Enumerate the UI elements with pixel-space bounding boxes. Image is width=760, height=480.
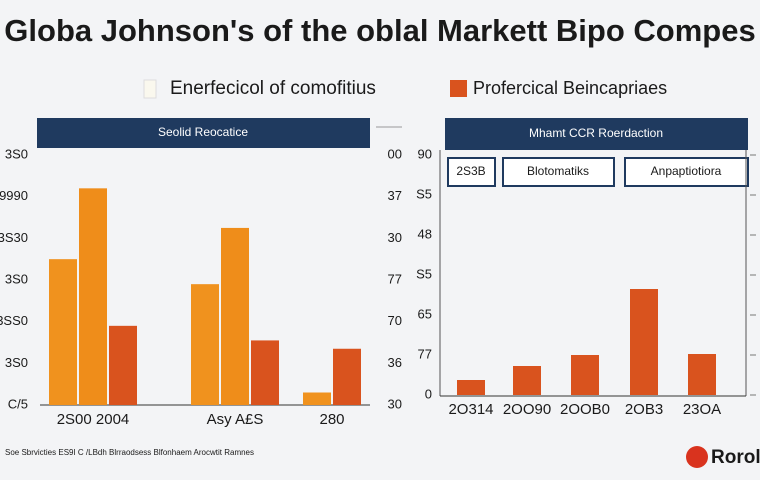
bar	[109, 325, 137, 405]
bar	[49, 259, 77, 405]
y-tick-label: 77	[418, 346, 432, 361]
x-tick-label: 2OOB0	[560, 401, 610, 418]
x-tick-label: Asy A£S	[207, 411, 264, 428]
bar	[333, 348, 361, 405]
y-tick-label: 90	[418, 146, 432, 161]
bar	[630, 289, 658, 395]
bar	[221, 227, 249, 405]
header-band	[445, 118, 748, 150]
logo-icon	[686, 446, 708, 468]
y2-tick-label: 30	[388, 396, 402, 411]
header-text: Seolid Reocatice	[158, 125, 248, 139]
header-text: Mhamt CCR Roerdaction	[529, 126, 663, 140]
x-tick-label: 280	[319, 411, 344, 428]
legend-text: Enerfecicol of comofitius	[170, 78, 376, 99]
bar	[303, 392, 331, 405]
y-tick-label: 3S0	[5, 355, 28, 370]
x-tick-label: 2O314	[448, 401, 493, 418]
x-tick-label: 2OB3	[625, 401, 663, 418]
y-tick-label: 9990	[0, 188, 28, 203]
x-tick-label: 2S00 2004	[57, 411, 130, 428]
bar	[513, 366, 541, 395]
bar	[251, 340, 279, 405]
y-tick-label: 3SS0	[0, 313, 28, 328]
y-tick-label: 3S0	[5, 271, 28, 286]
y2-tick-label: 36	[388, 355, 402, 370]
y-tick-label: 48	[418, 226, 432, 241]
tab[interactable]	[502, 157, 615, 187]
y-tick-label: 3S30	[0, 230, 28, 245]
tab-text[interactable]: Blotomatiks	[527, 164, 589, 178]
tab[interactable]	[624, 157, 749, 187]
y2-tick-label: 30	[388, 230, 402, 245]
title: Globa Johnson's of the oblal Markett Bip…	[4, 13, 755, 48]
legend-text: Profercical Beincapriaes	[473, 78, 667, 98]
legend-swatch	[143, 79, 157, 99]
footer: Soe Sbrvicties ES9I C /LBdh Blrraodsess …	[5, 448, 254, 457]
bar	[571, 355, 599, 395]
tab[interactable]	[447, 157, 496, 187]
y-tick-label: 0	[425, 386, 432, 401]
x-tick-label: 2OO90	[503, 401, 551, 418]
legend-swatch	[450, 80, 467, 97]
y2-tick-label: 37	[388, 188, 402, 203]
bar	[79, 188, 107, 405]
y2-tick-label: 70	[388, 313, 402, 328]
bar	[457, 380, 485, 395]
bar	[688, 354, 716, 395]
header-band	[37, 118, 370, 148]
y-tick-label: S5	[416, 266, 432, 281]
y2-tick-label: 77	[388, 271, 402, 286]
y-tick-label: C/5	[8, 396, 28, 411]
tab-text[interactable]: Anpaptiotiora	[651, 164, 722, 178]
bar	[191, 284, 219, 405]
x-tick-label: 23OA	[683, 401, 721, 418]
tab-text[interactable]: 2S3B	[456, 164, 485, 178]
y2-tick-label: 00	[388, 146, 402, 161]
y-tick-label: S5	[416, 186, 432, 201]
y-tick-label: 3S0	[5, 146, 28, 161]
y-tick-label: 65	[418, 306, 432, 321]
logo-text: Rorol	[711, 447, 760, 468]
